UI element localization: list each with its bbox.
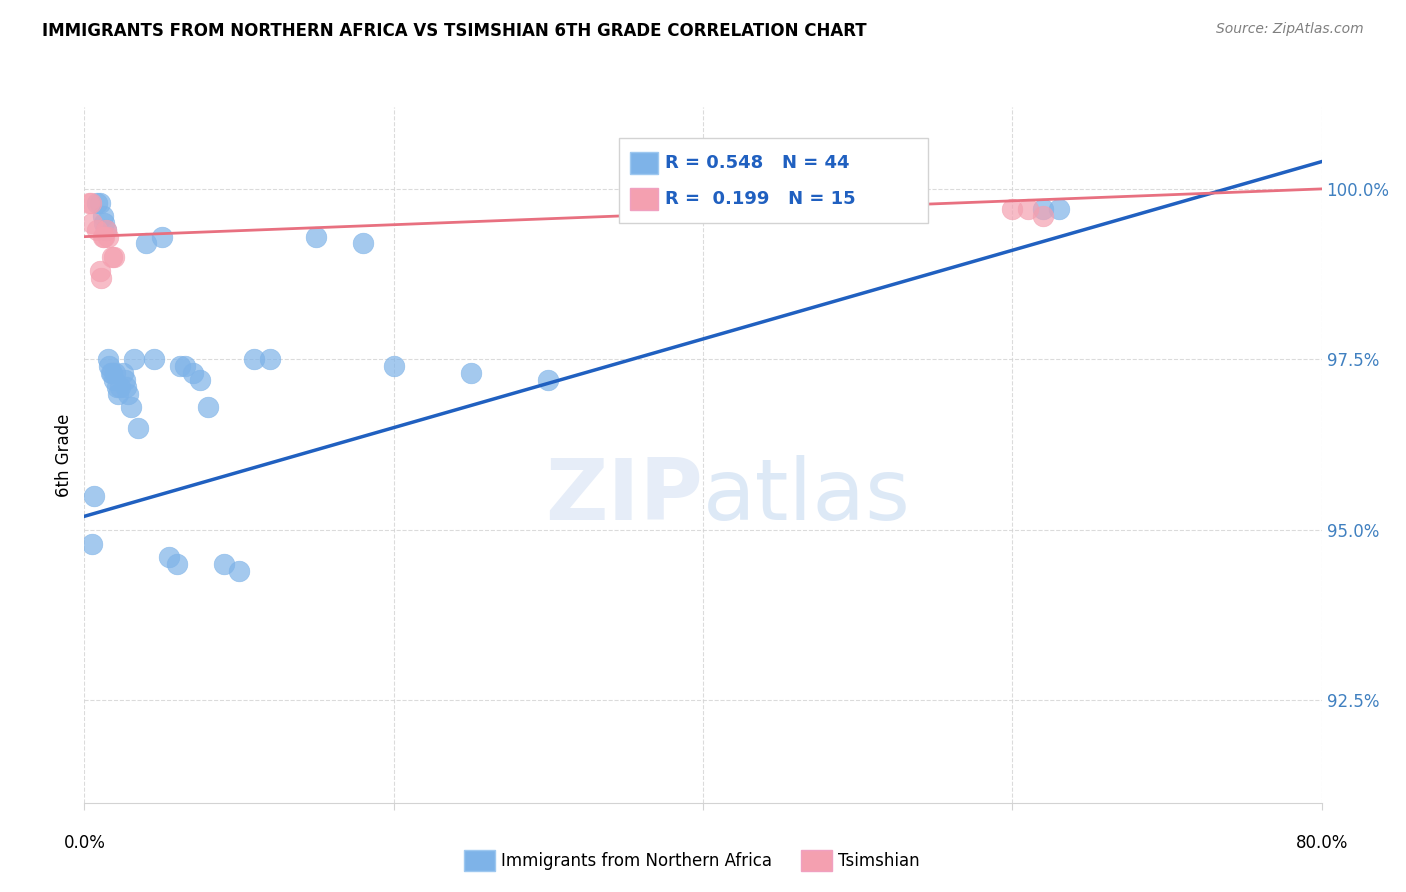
Text: Source: ZipAtlas.com: Source: ZipAtlas.com: [1216, 22, 1364, 37]
Point: [188, 373, 212, 387]
Point: [174, 359, 197, 374]
Point: [90, 270, 112, 285]
Point: [94, 223, 117, 237]
Point: [107, 386, 129, 401]
Point: [169, 359, 191, 374]
Y-axis label: 6th Grade: 6th Grade: [55, 413, 73, 497]
Point: [243, 352, 266, 367]
Point: [120, 400, 142, 414]
Point: [1001, 202, 1024, 217]
Text: IMMIGRANTS FROM NORTHERN AFRICA VS TSIMSHIAN 6TH GRADE CORRELATION CHART: IMMIGRANTS FROM NORTHERN AFRICA VS TSIMS…: [42, 22, 868, 40]
Point: [115, 380, 138, 394]
Point: [108, 380, 131, 394]
Point: [105, 380, 128, 394]
Point: [1032, 202, 1054, 217]
Point: [259, 352, 281, 367]
Point: [79, 195, 101, 210]
Point: [101, 366, 124, 380]
Point: [382, 359, 405, 374]
Point: [89, 195, 111, 210]
Point: [135, 236, 157, 251]
Point: [82, 216, 104, 230]
Point: [352, 236, 374, 251]
Point: [197, 400, 219, 414]
Point: [89, 264, 111, 278]
Point: [98, 359, 121, 374]
Point: [96, 229, 118, 244]
Text: R = 0.548   N = 44: R = 0.548 N = 44: [665, 154, 849, 172]
Point: [93, 216, 115, 230]
Text: R =  0.199   N = 15: R = 0.199 N = 15: [665, 190, 856, 208]
Text: Immigrants from Northern Africa: Immigrants from Northern Africa: [501, 852, 772, 870]
Point: [166, 557, 188, 571]
Point: [305, 229, 328, 244]
Point: [86, 223, 108, 237]
Point: [122, 352, 145, 367]
Point: [103, 250, 125, 264]
Point: [96, 352, 118, 367]
Point: [228, 564, 250, 578]
Point: [159, 550, 180, 565]
Point: [150, 229, 173, 244]
Point: [77, 195, 100, 210]
Point: [181, 366, 204, 380]
Point: [143, 352, 166, 367]
Point: [83, 489, 105, 503]
Point: [93, 229, 115, 244]
Point: [1047, 202, 1070, 217]
Text: 80.0%: 80.0%: [1295, 834, 1348, 852]
Point: [1017, 202, 1039, 217]
Point: [117, 386, 139, 401]
Point: [101, 250, 124, 264]
Text: 0.0%: 0.0%: [63, 834, 105, 852]
Text: Tsimshian: Tsimshian: [838, 852, 920, 870]
Point: [104, 366, 127, 380]
Point: [91, 209, 114, 223]
Point: [127, 420, 149, 434]
Text: atlas: atlas: [703, 455, 911, 538]
Text: ZIP: ZIP: [546, 455, 703, 538]
Point: [91, 229, 114, 244]
Point: [100, 366, 122, 380]
Point: [537, 373, 560, 387]
Point: [460, 366, 482, 380]
Point: [1032, 209, 1054, 223]
Point: [114, 373, 136, 387]
Point: [82, 536, 104, 550]
Point: [86, 195, 108, 210]
Point: [94, 223, 117, 237]
Point: [112, 366, 135, 380]
Point: [103, 373, 125, 387]
Point: [212, 557, 235, 571]
